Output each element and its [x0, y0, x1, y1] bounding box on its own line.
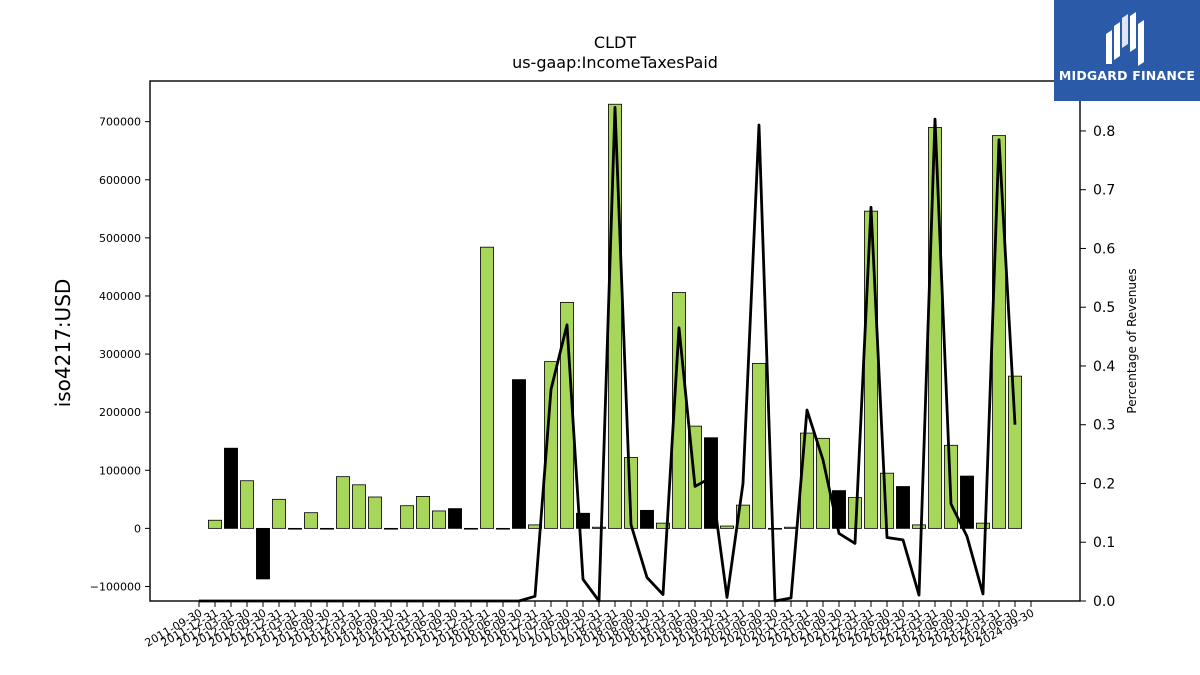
chart-title: CLDT [594, 33, 636, 52]
bar-2014-09-30 [384, 527, 398, 530]
y-axis: −100000 0 100000 200000 300000 400000 500000 60… [90, 116, 150, 593]
bar-2016-06-30 [496, 527, 510, 530]
y-tick-label: 700000 [99, 116, 141, 129]
bar-2015-03-31 [416, 496, 430, 529]
bar-2020-09-30 [768, 527, 782, 530]
bar-2012-03-31 [224, 447, 238, 529]
bar-2016-03-31 [480, 246, 494, 529]
bar-2019-12-31 [720, 525, 734, 529]
y-tick-label: 200000 [99, 406, 141, 419]
bar-2015-12-31 [464, 527, 478, 530]
bar-2018-03-31 [608, 103, 622, 529]
bar-2013-03-31 [288, 527, 302, 530]
bar-2022-03-31 [864, 210, 878, 529]
bar-2011-12-31 [208, 519, 222, 529]
bar-2022-12-31 [912, 524, 926, 529]
bar-2016-09-30 [512, 379, 526, 529]
bar-2012-12-31 [272, 498, 286, 529]
y2-tick-label: 0.1 [1093, 535, 1115, 551]
bar-2014-12-31 [400, 505, 414, 529]
bar-2012-09-30 [256, 527, 270, 580]
y2-tick-label: 0.6 [1093, 241, 1115, 257]
bar-2021-03-31 [800, 432, 814, 529]
y-tick-label: −100000 [90, 580, 141, 593]
y2-tick-label: 0.0 [1093, 594, 1115, 610]
y-tick-label: 300000 [99, 348, 141, 361]
bar-2012-06-30 [240, 480, 254, 529]
y2-tick-label: 0.4 [1093, 359, 1115, 375]
y-tick-label: 100000 [99, 464, 141, 477]
bar-2023-03-31 [928, 127, 942, 529]
bar-2024-03-31 [992, 135, 1006, 529]
y2-tick-label: 0.5 [1093, 300, 1115, 316]
bar-2017-03-31 [544, 361, 558, 529]
bar-2023-09-30 [960, 475, 974, 529]
midgard-logo-icon [1106, 12, 1144, 66]
bar-2014-06-30 [368, 496, 382, 529]
bar-2022-09-30 [896, 486, 910, 529]
y2-axis-label: Percentage of Revenues [1125, 268, 1139, 413]
bar-2021-06-30 [816, 437, 830, 529]
bar-2015-06-30 [432, 510, 446, 529]
bar-2015-09-30 [448, 508, 462, 529]
y-tick-label: 600000 [99, 174, 141, 187]
x-axis: 2011-09-302011-12-312012-03-312012-06-30… [143, 601, 1037, 650]
y-axis-label: iso4217:USD [51, 279, 75, 408]
bar-2018-12-31 [656, 522, 670, 529]
bar-2014-03-31 [352, 484, 366, 529]
y2-tick-label: 0.8 [1093, 124, 1115, 140]
bar-2020-06-30 [752, 362, 766, 529]
plot-frame [149, 80, 1081, 602]
brand-name: MIDGARD FINANCE [1058, 68, 1196, 83]
y2-axis: 0.0 0.1 0.2 0.3 0.4 0.5 0.6 0.7 0.8 [1080, 124, 1115, 610]
bar-2013-06-30 [304, 512, 318, 529]
bar-2018-09-30 [640, 509, 654, 529]
bar-2023-12-31 [976, 522, 990, 529]
y-tick-label: 400000 [99, 290, 141, 303]
bar-2013-09-30 [320, 527, 334, 530]
y-tick-label: 0 [134, 522, 141, 535]
y2-tick-label: 0.3 [1093, 418, 1115, 434]
bar-2017-12-31 [592, 526, 606, 529]
bar-2013-12-31 [336, 476, 350, 529]
brand-logo: MIDGARD FINANCE [1054, 0, 1200, 101]
y2-tick-label: 0.2 [1093, 476, 1115, 492]
y-tick-label: 500000 [99, 232, 141, 245]
bar-series [208, 103, 1022, 580]
bar-2024-06-30 [1008, 375, 1022, 529]
y2-tick-label: 0.7 [1093, 183, 1115, 199]
chart-subtitle: us-gaap:IncomeTaxesPaid [512, 53, 718, 72]
